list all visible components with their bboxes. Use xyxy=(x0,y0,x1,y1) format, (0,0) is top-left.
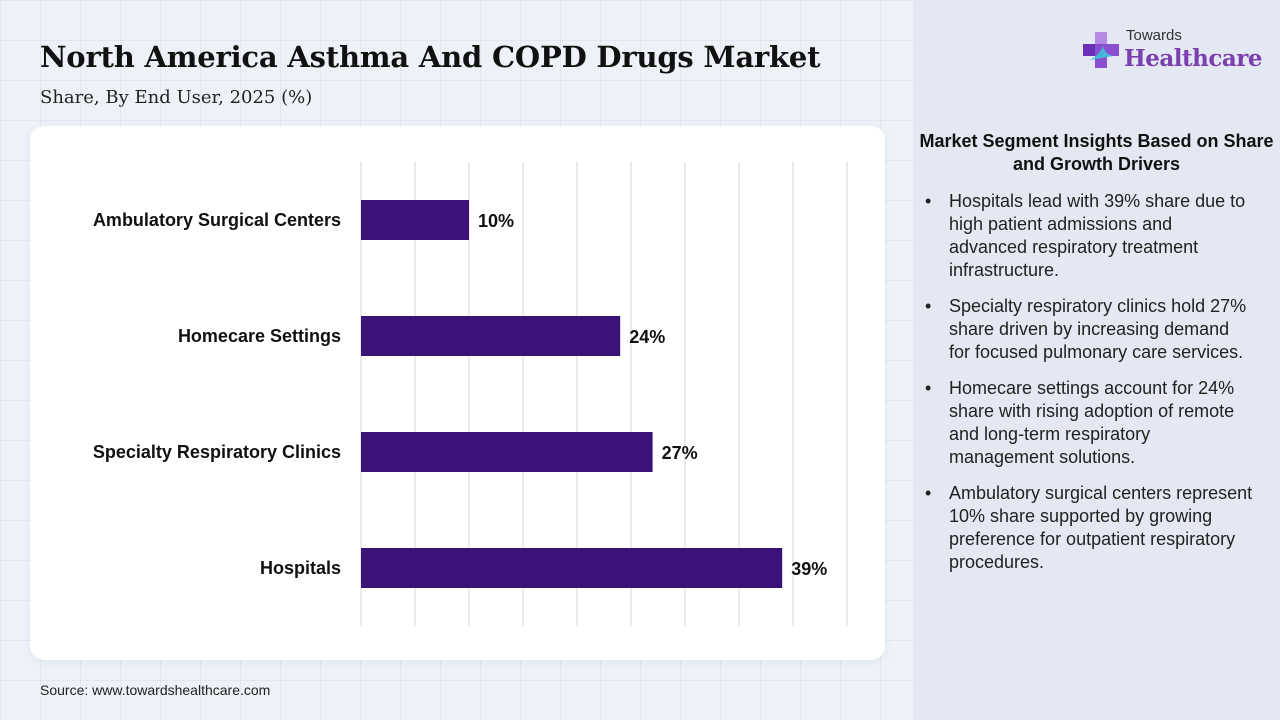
medical-cross-icon xyxy=(1083,32,1119,68)
value-label: 39% xyxy=(791,559,827,579)
logo-text-small: Towards xyxy=(1126,27,1182,44)
chart-card: Ambulatory Surgical Centers 10% Homecare S… xyxy=(30,126,885,660)
category-label: Homecare Settings xyxy=(178,326,341,346)
insights-list: Hospitals lead with 39% share due to hig… xyxy=(923,190,1253,587)
brand-logo: Towards Healthcare xyxy=(1081,27,1263,77)
page-subtitle: Share, By End User, 2025 (%) xyxy=(40,87,313,108)
insight-item: Ambulatory surgical centers represent 10… xyxy=(923,482,1253,574)
chart-labels: Ambulatory Surgical Centers 10% Homecare S… xyxy=(93,210,827,579)
category-label: Specialty Respiratory Clinics xyxy=(93,442,341,462)
category-label: Hospitals xyxy=(260,558,341,578)
value-label: 27% xyxy=(662,443,698,463)
bar xyxy=(361,548,783,588)
value-label: 10% xyxy=(478,211,514,231)
insight-item: Hospitals lead with 39% share due to hig… xyxy=(923,190,1253,282)
logo-text-big: Healthcare xyxy=(1124,45,1263,72)
insights-title: Market Segment Insights Based on Share a… xyxy=(919,131,1274,174)
page-title: North America Asthma And COPD Drugs Mark… xyxy=(40,40,821,74)
bar xyxy=(361,316,621,356)
bar xyxy=(361,432,653,472)
value-label: 24% xyxy=(629,327,665,347)
bar-chart: Ambulatory Surgical Centers 10% Homecare S… xyxy=(93,162,848,626)
bar xyxy=(361,200,469,240)
category-label: Ambulatory Surgical Centers xyxy=(93,210,341,230)
source-note: Source: www.towardshealthcare.com xyxy=(40,682,271,698)
chart-bars xyxy=(361,200,783,588)
insights-panel: Towards Healthcare Market Segment Insigh… xyxy=(913,0,1280,720)
insight-item: Specialty respiratory clinics hold 27% s… xyxy=(923,295,1253,364)
insight-item: Homecare settings account for 24% share … xyxy=(923,377,1253,469)
